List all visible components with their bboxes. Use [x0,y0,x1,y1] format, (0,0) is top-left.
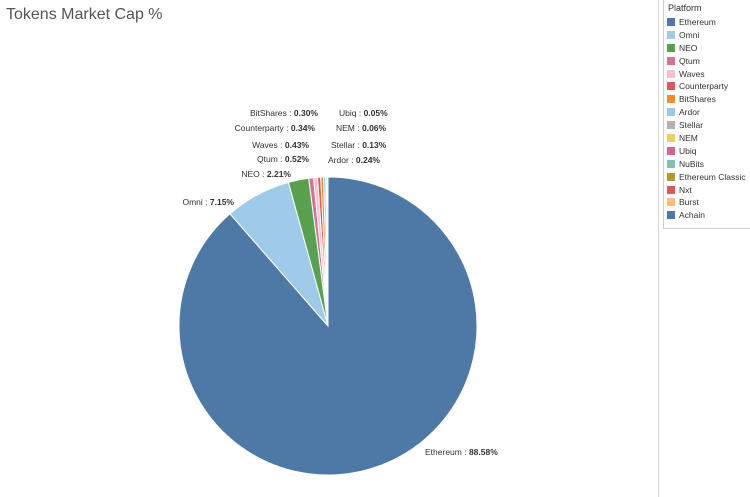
data-label-value: 0.43% [285,140,310,150]
data-label: Counterparty : 0.34% [235,123,316,133]
legend-label: Achain [679,210,705,221]
legend-item[interactable]: Ethereum Classic [664,171,750,184]
data-label: BitShares : 0.30% [250,108,318,118]
legend-swatch [667,198,675,207]
legend-label: Waves [679,68,705,79]
data-label-name: Qtum [257,154,278,164]
legend-swatch [667,185,675,194]
data-label-separator: : [284,123,291,133]
data-label-value: 0.13% [362,140,387,150]
data-label-separator: : [278,154,285,164]
data-label: NEM : 0.06% [336,123,387,133]
legend-label: Ethereum [679,17,716,27]
data-label-value: 7.15% [210,197,235,207]
legend-item[interactable]: Achain [664,209,750,222]
legend-title: Platform [668,3,702,13]
data-label: Waves : 0.43% [252,140,309,150]
legend-item[interactable]: Omni [664,29,750,42]
legend-swatch [667,134,675,143]
data-label-separator: : [355,123,362,133]
data-label-name: Ardor [328,155,349,165]
legend-item[interactable]: Stellar [664,119,750,132]
data-label-separator: : [462,447,469,457]
data-label: Ethereum : 88.58% [425,447,498,457]
legend-label: Nxt [679,184,692,195]
data-label-separator: : [349,155,356,165]
legend-item[interactable]: Waves [664,68,750,81]
data-label-value: 0.24% [356,155,381,165]
legend-label: Counterparty [679,81,729,92]
legend-items: Ethereum Omni NEO Qtum Waves Counterparty BitS… [664,16,750,222]
data-label-value: 2.21% [267,169,292,179]
data-label-value: 0.30% [294,108,319,118]
legend-item[interactable]: BitShares [664,93,750,106]
data-label: NEO : 2.21% [241,169,291,179]
legend-swatch [667,211,675,220]
data-label-separator: : [287,108,294,118]
legend-swatch [667,43,675,52]
data-label: Stellar : 0.13% [331,140,387,150]
data-label-name: BitShares [250,108,287,118]
legend-label: Qtum [679,55,700,66]
data-label-value: 0.06% [362,123,387,133]
legend-label: Stellar [679,120,704,131]
data-label: Omni : 7.15% [182,197,234,207]
legend-label: Ardor [679,107,700,118]
legend-swatch [667,172,675,181]
legend-label: BitShares [679,94,716,105]
legend-item[interactable]: Counterparty [664,80,750,93]
legend-swatch [667,30,675,39]
data-label-name: NEM [336,123,355,133]
data-label: Ubiq : 0.05% [339,108,388,118]
legend-item[interactable]: Burst [664,196,750,209]
legend-swatch [667,18,675,26]
data-label-value: 0.05% [364,108,389,118]
data-label-name: Ethereum [425,447,462,457]
legend-label: Omni [679,29,700,40]
chart-title: Tokens Market Cap % [6,6,163,23]
legend-item[interactable]: Ethereum [664,16,750,29]
legend-swatch [667,56,675,65]
legend-label: Ubiq [679,145,697,156]
data-label-name: Ubiq [339,108,357,118]
legend-swatch [667,82,675,91]
pie-chart: Ethereum : 88.58% Omni : 7.15% NEO : 2.21%… [178,108,498,476]
legend-swatch [667,95,675,104]
legend-item[interactable]: NEO [664,42,750,55]
legend-item[interactable]: NEM [664,132,750,145]
legend: Platform Ethereum Omni NEO Qtum Waves Counter… [663,0,750,229]
data-label-name: NEO [241,169,260,179]
legend-swatch [667,146,675,155]
legend-label: Burst [679,197,699,208]
data-label-separator: : [355,140,362,150]
data-label-value: 0.34% [291,123,316,133]
panel-divider [658,0,659,497]
legend-swatch [667,108,675,117]
data-label-value: 88.58% [469,447,498,457]
data-label-separator: : [260,169,267,179]
data-label-name: Omni [182,197,202,207]
data-label-separator: : [356,108,363,118]
legend-swatch [667,69,675,78]
data-label: Qtum : 0.52% [257,154,309,164]
legend-swatch [667,121,675,130]
legend-item[interactable]: Ubiq [664,145,750,158]
legend-item[interactable]: Ardor [664,106,750,119]
legend-label: NEO [679,42,698,53]
data-label-separator: : [203,197,210,207]
data-label-separator: : [278,140,285,150]
legend-swatch [667,159,675,168]
legend-label: NuBits [679,158,705,169]
legend-item[interactable]: Qtum [664,55,750,68]
data-label-name: Waves [252,140,278,150]
legend-item[interactable]: NuBits [664,158,750,171]
data-label-name: Counterparty [235,123,285,133]
legend-label: Ethereum Classic [679,171,746,182]
data-label-name: Stellar [331,140,355,150]
data-label: Ardor : 0.24% [328,155,380,165]
legend-label: NEM [679,133,698,144]
legend-item[interactable]: Nxt [664,184,750,197]
data-label-value: 0.52% [285,154,310,164]
